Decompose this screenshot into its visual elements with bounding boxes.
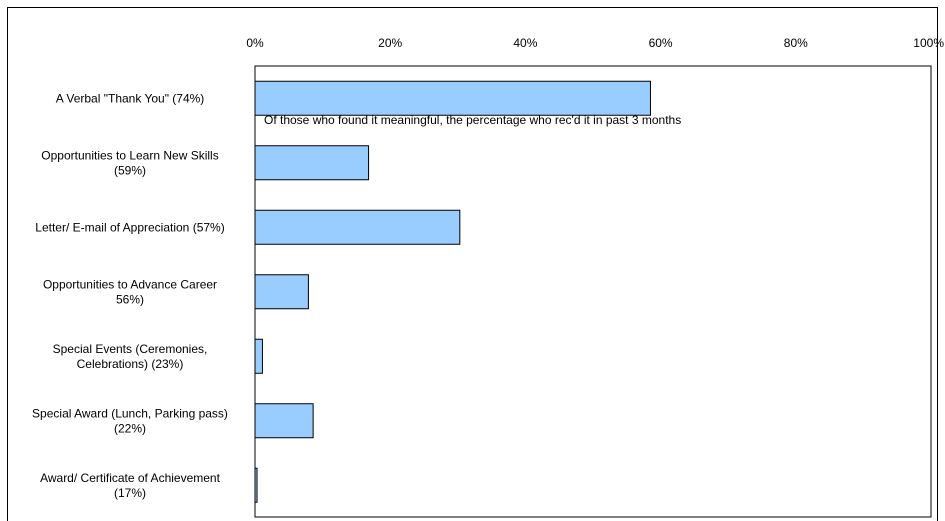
category-label: Opportunities to Learn New Skills (59%) <box>41 148 218 177</box>
category-label-line: (22%) <box>114 421 146 435</box>
category-label: Special Award (Lunch, Parking pass) (22%) <box>32 406 228 435</box>
bars <box>254 80 651 503</box>
bar <box>254 403 314 439</box>
x-tick-label: 40% <box>513 36 537 50</box>
bar <box>254 209 461 245</box>
bar <box>254 80 651 116</box>
chart-annotation: Of those who found it meaningful, the pe… <box>264 113 681 127</box>
category-label: Opportunities to Advance Career 56%) <box>43 277 217 306</box>
x-axis-tick-labels: 0% 20% 40% 60% 80% 100% <box>246 36 944 50</box>
category-label-line: (59%) <box>114 163 146 177</box>
plot-area <box>254 65 932 518</box>
x-tick-label: 80% <box>784 36 808 50</box>
category-label: A Verbal "Thank You" (74%) <box>56 91 205 105</box>
category-labels: A Verbal "Thank You" (74%) Opportunities … <box>32 91 228 500</box>
category-label-line: Award/ Certificate of Achievement <box>40 471 221 485</box>
category-label: Award/ Certificate of Achievement (17%) <box>40 471 221 500</box>
x-tick-label: 100% <box>913 36 944 50</box>
bar <box>254 145 370 181</box>
x-tick-label: 60% <box>649 36 673 50</box>
category-label-line: Special Award (Lunch, Parking pass) <box>32 406 228 420</box>
category-label-line: A Verbal "Thank You" (74%) <box>56 91 205 105</box>
x-tick-label: 20% <box>378 36 402 50</box>
category-label-line: Opportunities to Advance Career <box>43 277 217 291</box>
category-label-line: Letter/ E-mail of Appreciation (57%) <box>35 220 224 234</box>
category-label: Letter/ E-mail of Appreciation (57%) <box>35 220 224 234</box>
category-label-line: (17%) <box>114 486 146 500</box>
category-label-line: Special Events (Ceremonies, <box>53 342 208 356</box>
category-label: Special Events (Ceremonies, Celebrations)… <box>53 342 208 371</box>
category-label-line: 56%) <box>116 292 144 306</box>
bar <box>254 467 258 503</box>
bar <box>254 338 263 374</box>
category-label-line: Celebrations) (23%) <box>77 357 184 371</box>
bar <box>254 274 309 310</box>
x-tick-label: 0% <box>246 36 264 50</box>
category-label-line: Opportunities to Learn New Skills <box>41 148 218 162</box>
